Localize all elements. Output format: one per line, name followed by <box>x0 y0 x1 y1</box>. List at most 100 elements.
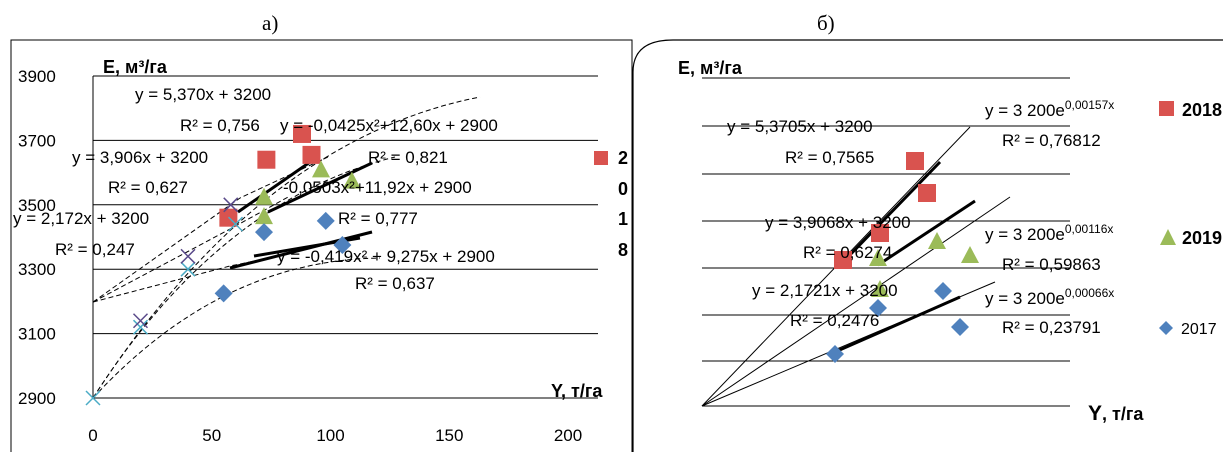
eq-a-8: y = 2,172x + 3200 <box>13 209 149 228</box>
eq-a-3: y = -0,0425x²+12,60x + 2900 <box>280 116 498 135</box>
x-tick-label: 0 <box>88 426 97 445</box>
data-point <box>871 224 889 242</box>
trend-2019 <box>267 161 373 214</box>
eq-a-5: R² = 0,821 <box>368 148 448 167</box>
eq-b-3: y = 3,9068x + 3200 <box>765 213 911 232</box>
data-point <box>871 280 889 297</box>
panel-a-points <box>85 124 361 406</box>
legend-b-2019-label: 2019 <box>1182 228 1222 248</box>
data-point <box>293 124 311 143</box>
trend-2017 <box>229 230 373 270</box>
legend-a-marker <box>594 151 608 165</box>
eq-b-4: R² = 0,6274 <box>803 243 892 262</box>
legend-a-char-2: 0 <box>618 179 628 199</box>
panel-b-thin-lines <box>701 126 1011 407</box>
y-tick-label: 2900 <box>18 389 56 408</box>
data-point <box>180 261 196 277</box>
data-point <box>918 184 936 202</box>
y-tick-label: 3700 <box>18 131 56 150</box>
data-point <box>255 187 273 205</box>
trend-2018 <box>237 158 314 214</box>
exp-eq-2019: y = 3 200e0,00116x <box>985 222 1113 244</box>
data-point <box>834 251 852 269</box>
eq-a-10: R² = 0,247 <box>55 240 135 259</box>
data-point <box>302 145 321 164</box>
exp-eq-2018: y = 3 200e0,00157x <box>985 98 1114 120</box>
trend-b-2018 <box>843 160 942 262</box>
panel-b-xlabel: Y, т/га <box>1088 402 1144 425</box>
thin-line-2019 <box>701 196 1011 407</box>
legend-b-2018-label: 2018 <box>1182 100 1222 120</box>
y-tick-label: 3500 <box>18 196 56 215</box>
eq-a-7: -0,0503x²+11,92x + 2900 <box>283 178 472 197</box>
panel-a-gridlines <box>93 75 598 399</box>
data-point <box>928 232 946 249</box>
eq-a-11: y = -0,419x² + 9,275x + 2900 <box>277 247 495 266</box>
panel-a-ylabel: E, м³/га <box>103 57 168 77</box>
dashed-line-2 <box>92 195 291 303</box>
panel-b-label: б) <box>817 11 835 35</box>
panel-b-linear-equations: y = 5,3705x + 3200 R² = 0,7565 y = 3,906… <box>727 117 911 330</box>
data-point <box>869 299 887 317</box>
exp-eq-2019-exp: 0,00116x <box>1065 222 1114 236</box>
eq-b-1: y = 5,3705x + 3200 <box>727 117 873 136</box>
exp-eq-2018-base: y = 3 200e <box>985 101 1065 120</box>
exp-eq-2017-exp: 0,00066x <box>1065 286 1114 300</box>
data-point <box>951 318 969 336</box>
panel-b-exp-equations: y = 3 200e0,00157x R² = 0,76812 y = 3 20… <box>985 98 1114 337</box>
legend-b-2019-marker <box>1160 229 1176 245</box>
x-tick-label: 100 <box>316 426 344 445</box>
eq-b-6: R² = 0,2476 <box>790 311 879 330</box>
data-point <box>132 319 149 335</box>
panel-b-xlabel-y: Y <box>1088 402 1102 425</box>
exp-eq-2017-base: y = 3 200e <box>985 289 1065 308</box>
panel-b-frame <box>632 39 1223 452</box>
panel-a-legend: 2 0 1 8 <box>618 148 628 260</box>
eq-b-2: R² = 0,7565 <box>785 148 874 167</box>
data-point <box>906 152 924 170</box>
data-point <box>223 197 239 213</box>
data-point <box>869 249 887 266</box>
eq-a-6: R² = 0,627 <box>108 178 188 197</box>
data-point <box>227 216 244 232</box>
data-point <box>180 248 196 264</box>
data-point <box>333 236 352 255</box>
eq-a-12: R² = 0,637 <box>355 274 435 293</box>
data-point <box>342 171 361 189</box>
x-tick-label: 50 <box>202 426 221 445</box>
data-point <box>85 390 101 406</box>
dashed-line-1 <box>92 155 331 303</box>
data-point <box>934 282 952 300</box>
panel-b-points <box>826 152 979 363</box>
data-point <box>316 211 335 230</box>
x-tick-label: 150 <box>435 426 463 445</box>
legend-b-2018-marker <box>1159 101 1174 116</box>
eq-a-9: R² = 0,777 <box>338 209 418 228</box>
exp-eq-2017: y = 3 200e0,00066x <box>985 286 1114 308</box>
legend-b-2017-marker <box>1159 321 1173 335</box>
r2-2017: R² = 0,23791 <box>1002 318 1101 337</box>
panel-a-xlabel: Y, т/га <box>551 381 603 401</box>
legend-b-2017-label: 2017 <box>1181 321 1217 338</box>
legend-a-char-4: 8 <box>618 240 628 260</box>
y-tick-label: 3300 <box>18 260 56 279</box>
data-point <box>214 284 233 303</box>
trend-b-2019 <box>877 199 976 267</box>
y-tick-label: 3900 <box>18 67 56 86</box>
data-point <box>257 150 276 169</box>
eq-a-2: R² = 0,756 <box>180 116 260 135</box>
r2-2019: R² = 0,59863 <box>1002 255 1101 274</box>
eq-a-4: y = 3,906x + 3200 <box>72 148 208 167</box>
r2-2018: R² = 0,76812 <box>1002 131 1101 150</box>
panel-a-label: а) <box>262 11 278 35</box>
panel-a-equations: y = 5,370x + 3200 R² = 0,756 y = -0,0425… <box>13 85 498 293</box>
exp-eq-2019-base: y = 3 200e <box>985 225 1065 244</box>
exp-eq-2018-exp: 0,00157x <box>1065 98 1114 112</box>
panel-b-xlabel-unit: , т/га <box>1102 404 1144 424</box>
eq-a-1: y = 5,370x + 3200 <box>135 85 271 104</box>
x-tick-label: 200 <box>554 426 582 445</box>
data-point <box>255 207 273 225</box>
trend-b-2017 <box>834 295 961 354</box>
panel-b-ylabel: E, м³/га <box>678 58 743 78</box>
